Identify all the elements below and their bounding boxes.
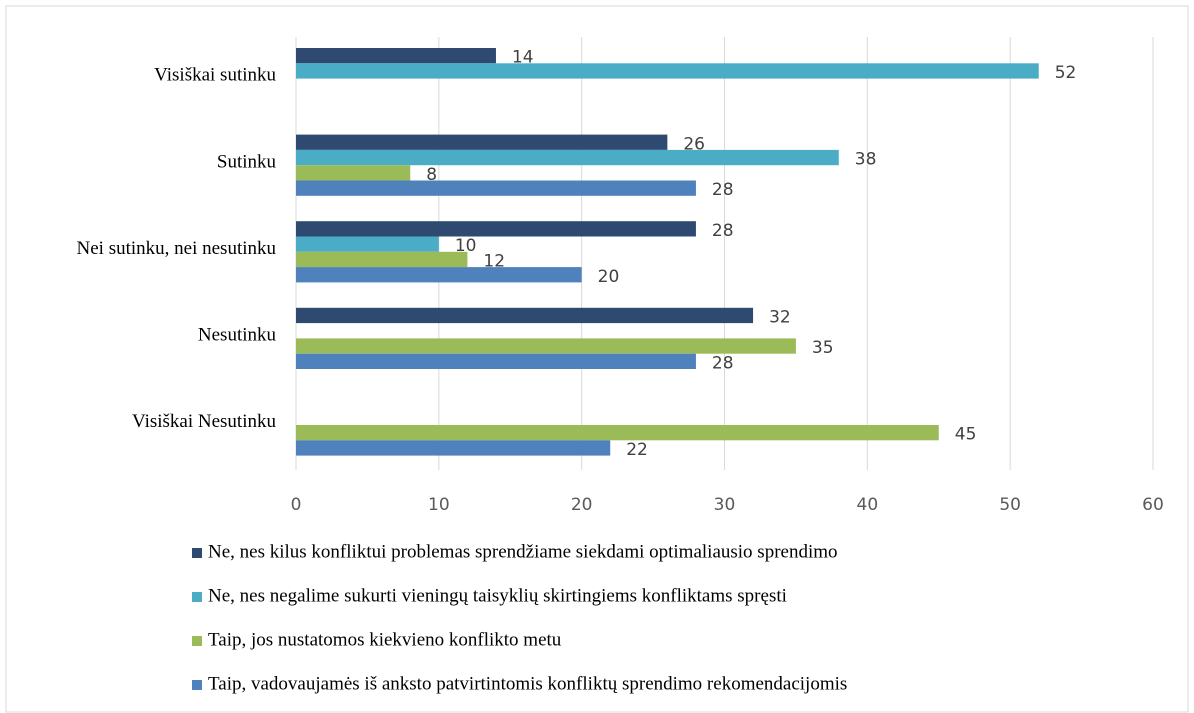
y-tick-label: Nesutinku	[198, 324, 277, 345]
x-tick-label: 0	[291, 495, 302, 515]
bar	[296, 63, 1039, 79]
data-label: 26	[683, 134, 705, 154]
data-label: 45	[955, 425, 977, 445]
bar	[296, 221, 696, 237]
y-tick-label: Visiškai sutinku	[154, 65, 276, 86]
x-tick-label: 30	[714, 495, 736, 515]
x-tick-label: 60	[1142, 495, 1164, 515]
bar	[296, 236, 439, 252]
bar	[296, 134, 668, 150]
data-label: 28	[712, 180, 734, 200]
bar	[296, 425, 939, 441]
data-label: 52	[1055, 63, 1077, 83]
data-label: 28	[712, 221, 734, 241]
x-tick-label: 20	[571, 495, 593, 515]
legend-swatch	[192, 592, 202, 602]
data-label: 35	[812, 338, 834, 358]
bar	[296, 353, 696, 369]
x-tick-label: 10	[428, 495, 450, 515]
bar	[296, 149, 839, 166]
y-tick-label: Sutinku	[217, 151, 277, 172]
legend-label: Ne, nes kilus konfliktui problemas spren…	[208, 541, 838, 562]
bar	[296, 165, 411, 181]
legend-label: Taip, jos nustatomos kiekvieno konflikto…	[208, 629, 562, 650]
data-label: 20	[598, 267, 620, 287]
x-tick-label: 40	[857, 495, 879, 515]
bar	[296, 180, 696, 196]
data-label: 32	[769, 307, 791, 327]
legend-label: Ne, nes negalime sukurti vieningų taisyk…	[208, 585, 787, 606]
bar	[296, 338, 796, 354]
data-label: 28	[712, 353, 734, 373]
data-label: 38	[855, 150, 877, 170]
data-label: 10	[455, 236, 477, 256]
legend-swatch	[192, 680, 202, 690]
y-tick-label: Visiškai Nesutinku	[132, 411, 276, 432]
x-tick-label: 50	[999, 495, 1021, 515]
legend-swatch	[192, 548, 202, 558]
bar	[296, 267, 582, 283]
y-tick-label: Nei sutinku, nei nesutinku	[77, 238, 277, 259]
bar	[296, 251, 468, 268]
legend-swatch	[192, 636, 202, 646]
data-label: 22	[626, 440, 648, 460]
legend-label: Taip, vadovaujamės iš anksto patvirtinto…	[208, 673, 847, 694]
bar	[296, 307, 754, 324]
bar	[296, 48, 496, 64]
data-label: 14	[512, 48, 534, 68]
data-label: 8	[426, 165, 437, 185]
bar	[296, 440, 611, 456]
data-label: 12	[483, 251, 505, 271]
